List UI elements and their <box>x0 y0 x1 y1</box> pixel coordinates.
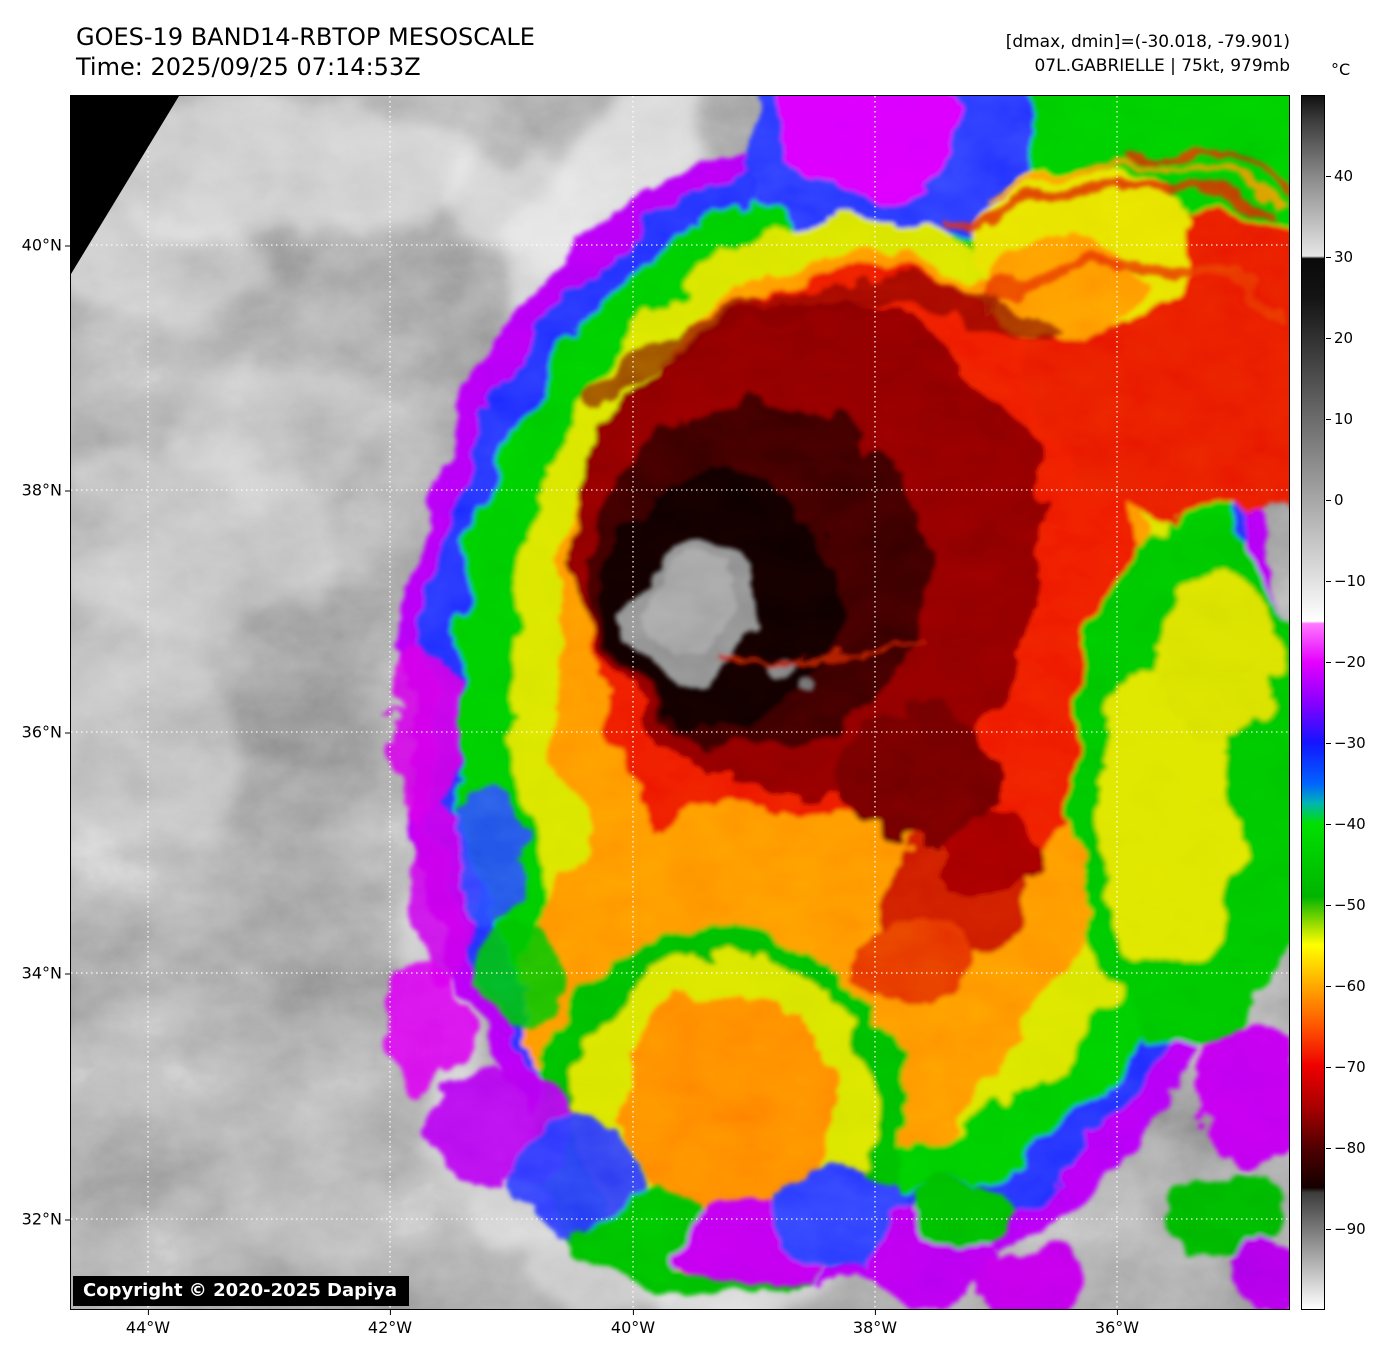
no-data-triangle <box>71 96 179 274</box>
colorbar-tick-label: −20 <box>1326 653 1366 671</box>
timestamp: Time: 2025/09/25 07:14:53Z <box>76 53 421 81</box>
satellite-image <box>71 96 1289 1309</box>
lat-label-40n: 40°N <box>21 235 71 255</box>
lat-label-32n: 32°N <box>21 1209 71 1229</box>
lon-label-40w: 40°W <box>610 1310 656 1337</box>
colorbar-tick-label: −60 <box>1326 977 1366 995</box>
colorbar-tick-labels: 40 30 20 10 0 −10 −20 −30 −40 −50 −60 −70 −80 −90 <box>1325 95 1389 1310</box>
lon-label-38w: 38°W <box>852 1310 898 1337</box>
satellite-map-frame: 40°N 38°N 36°N 34°N 32°N 44°W 42°W 40°W … <box>22 95 1290 1337</box>
colorbar-tick-label: −80 <box>1326 1139 1366 1157</box>
colorbar-tick-label: 40 <box>1325 167 1354 185</box>
colorbar-tick-label: −10 <box>1326 572 1366 590</box>
colorbar-tick-label: 20 <box>1325 329 1354 347</box>
colorbar <box>1301 95 1325 1310</box>
page-title: GOES-19 BAND14-RBTOP MESOSCALE <box>76 23 535 51</box>
colorbar-tick-label: −90 <box>1326 1220 1366 1238</box>
lon-label-42w: 42°W <box>367 1310 413 1337</box>
lon-label-44w: 44°W <box>125 1310 171 1337</box>
header-right: [dmax, dmin]=(-30.018, -79.901) 07L.GABR… <box>1006 30 1290 78</box>
colorbar-tick-label: 30 <box>1325 248 1354 266</box>
storm-info: 07L.GABRIELLE | 75kt, 979mb <box>1034 56 1290 76</box>
lat-label-36n: 36°N <box>21 722 71 742</box>
colorbar-tick-label: 10 <box>1325 410 1354 428</box>
lat-label-38n: 38°N <box>21 480 71 500</box>
gridlines <box>71 96 1289 1309</box>
dmax-dmin-readout: [dmax, dmin]=(-30.018, -79.901) <box>1005 32 1290 52</box>
lat-label-34n: 34°N <box>21 963 71 983</box>
colorbar-tick-label: −30 <box>1326 734 1366 752</box>
colorbar-unit-label: °C <box>1331 60 1351 79</box>
copyright-badge: Copyright © 2020-2025 Dapiya <box>73 1276 410 1306</box>
header-left: GOES-19 BAND14-RBTOP MESOSCALE Time: 202… <box>76 22 535 82</box>
colorbar-tick-label: 0 <box>1326 491 1344 509</box>
colorbar-tick-label: −70 <box>1326 1058 1366 1076</box>
colorbar-tick-label: −40 <box>1326 815 1366 833</box>
lon-label-36w: 36°W <box>1094 1310 1140 1337</box>
texture-overlay <box>71 96 1289 1309</box>
colorbar-tick-label: −50 <box>1326 896 1366 914</box>
colorbar-gradient <box>1302 96 1324 1309</box>
